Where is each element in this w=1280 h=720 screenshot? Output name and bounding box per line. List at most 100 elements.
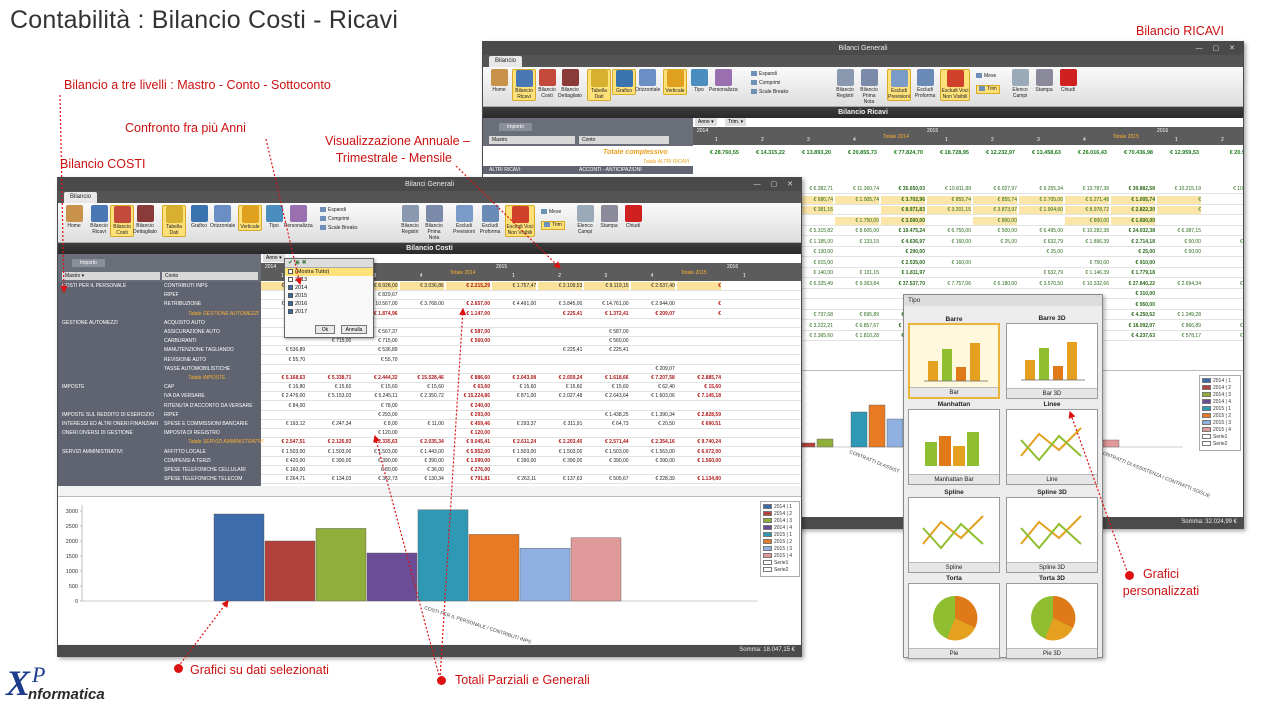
window-controls[interactable]: — ▢ ✕	[1195, 45, 1239, 52]
mese-button[interactable]: Mese	[976, 73, 996, 80]
home-button[interactable]: Home	[62, 205, 86, 229]
chart-type-spline[interactable]: Spline Spline	[908, 489, 1000, 573]
escludi-previsioni-button[interactable]: Escludi Previsioni	[887, 69, 911, 101]
checkbox-icon[interactable]	[288, 277, 293, 283]
ricavi-col-mastro[interactable]: Mastro	[489, 136, 575, 144]
costi-filter-importo[interactable]: Importo	[72, 259, 105, 267]
picker-cancel-button[interactable]: Annulla	[341, 325, 367, 334]
anno-header[interactable]: Anno ▾	[695, 118, 717, 126]
annotation-grafici-personalizzati-1: Grafici	[1142, 567, 1180, 581]
bilancio-prima-nota-button[interactable]: Bilancio Prima Nota	[857, 69, 881, 105]
escludi-previsioni-button[interactable]: Escludi Previsioni	[452, 205, 476, 235]
chiudi-button[interactable]: Chiudi	[1056, 69, 1080, 93]
chiudi-button[interactable]: Chiudi	[621, 205, 645, 229]
table-cell: € 2.822,30	[1111, 206, 1155, 214]
grafico-button[interactable]: Grafico	[612, 69, 636, 95]
grafico-button[interactable]: Grafico	[187, 205, 211, 229]
chart-type-bar3d[interactable]: Barre 3D Bar 3D	[1006, 315, 1098, 399]
orizzontale-button[interactable]: Orizzontale	[635, 69, 660, 93]
bilancio-costi-button[interactable]: Bilancio Costi	[535, 69, 559, 99]
ricavi-left-pane	[483, 166, 693, 174]
chart-type-bar[interactable]: Barre Bar	[908, 316, 1000, 399]
window-controls[interactable]: — ▢ ✕	[753, 181, 797, 188]
year-option[interactable]: 2014	[285, 284, 373, 292]
year-option[interactable]: 2015	[285, 292, 373, 300]
verticale-button[interactable]: Verticale	[663, 69, 687, 95]
year-label[interactable]: 2016	[1157, 128, 1169, 134]
personalizza-button[interactable]: Personalizza	[709, 69, 738, 93]
checkbox-icon[interactable]	[288, 293, 293, 299]
bilancio-costi-button[interactable]: Bilancio Costi	[110, 205, 134, 237]
bilancio-registri-button[interactable]: Bilancio Registri	[833, 69, 857, 99]
table-cell: € 2.354,16	[651, 439, 675, 446]
comprimi-button[interactable]: Comprimi	[751, 80, 780, 87]
comprimi-button[interactable]: Comprimi	[320, 216, 349, 223]
bilancio-registri-button[interactable]: Bilancio Registri	[398, 205, 422, 235]
year-label[interactable]: 2015	[496, 264, 508, 270]
ricavi-filter-importo[interactable]: Importo	[499, 123, 532, 131]
tipo-button[interactable]: Tipo	[262, 205, 286, 229]
ricavi-col-conto[interactable]: Conto	[579, 136, 669, 144]
trim-button[interactable]: Trim	[976, 85, 1000, 94]
escludi-proforma-button-label: Escludi Proforma	[479, 223, 501, 235]
scale-breaks-button[interactable]: Scale Breaks	[320, 225, 357, 232]
year-option[interactable]: 2016	[285, 300, 373, 308]
bilancio-ricavi-button[interactable]: Bilancio Ricavi	[87, 205, 111, 235]
table-cell: € 1.503,00	[281, 448, 306, 455]
year-option[interactable]: (Mostra Tutto)	[285, 268, 373, 276]
chart-type-pie3d[interactable]: Torta 3D Pie 3D	[1006, 575, 1098, 659]
conto-cell: TASSE AUTOMOBILISTICHE	[164, 365, 231, 372]
trim-button[interactable]: Trim	[541, 221, 565, 230]
stampa-button[interactable]: Stampa	[1032, 69, 1056, 93]
checkbox-icon[interactable]	[288, 301, 293, 307]
table-cell: € 13.787,38	[1082, 186, 1109, 192]
trim-header[interactable]: Trim. ▾	[725, 118, 747, 126]
home-button-label: Home	[67, 223, 81, 229]
bilancio-prima-nota-button[interactable]: Bilancio Prima Nota	[422, 205, 446, 241]
home-button[interactable]: Home	[487, 69, 511, 93]
checkbox-icon[interactable]	[288, 309, 293, 315]
tipo-button[interactable]: Tipo	[687, 69, 711, 93]
tabella-dati-button[interactable]: Tabella Dati	[162, 205, 186, 237]
chart-type-pie[interactable]: Torta Pie	[908, 575, 1000, 659]
tabella-dati-button[interactable]: Tabella Dati	[587, 69, 611, 101]
year-label[interactable]: 2016	[727, 264, 739, 270]
elenco-campi-button[interactable]: Elenco Campi	[573, 205, 597, 235]
year-picker[interactable]: ✔ ◉ ✖ (Mostra Tutto) 2013 2014 2015 2016 2017 O…	[284, 258, 374, 338]
ribbon-tab-bilancio[interactable]: Bilancio	[489, 56, 523, 67]
chart-type-line[interactable]: Linee Line	[1006, 401, 1098, 485]
costi-col-conto[interactable]: Conto	[162, 272, 258, 280]
stampa-button[interactable]: Stampa	[597, 205, 621, 229]
scale-breaks-button[interactable]: Scale Breaks	[751, 89, 788, 96]
year-label[interactable]: 2014	[697, 128, 709, 134]
elenco-campi-button[interactable]: Elenco Campi	[1008, 69, 1032, 99]
escludi-proforma-button[interactable]: Escludi Proforma	[478, 205, 502, 235]
escludi-proforma-button[interactable]: Escludi Proforma	[913, 69, 937, 99]
costi-col-mastro[interactable]: Mastro ▾	[62, 272, 160, 280]
year-label[interactable]: 2014	[265, 264, 277, 270]
checkbox-icon[interactable]	[288, 269, 293, 275]
escludi-voci-button[interactable]: Escludi Voci Non Visibili	[940, 69, 970, 101]
year-label[interactable]: 2015	[927, 128, 939, 134]
espandi-button[interactable]: Espandi	[320, 207, 346, 214]
bilancio-dettagliato-button[interactable]: Bilancio Dettagliato	[133, 205, 157, 235]
checkbox-icon[interactable]	[288, 285, 293, 291]
table-cell: € 225,41	[609, 347, 629, 354]
chart-type-spline3d[interactable]: Spline 3D Spline 3D	[1006, 489, 1098, 573]
year-option[interactable]: 2013	[285, 276, 373, 284]
personalizza-button[interactable]: Personalizza	[284, 205, 313, 229]
bilancio-ricavi-button[interactable]: Bilancio Ricavi	[512, 69, 536, 101]
espandi-button[interactable]: Espandi	[751, 71, 777, 78]
year-option[interactable]: 2017	[285, 308, 373, 316]
picker-ok-button[interactable]: Ok	[315, 325, 335, 334]
escludi-voci-button[interactable]: Escludi Voci Non Visibili	[505, 205, 535, 237]
orizzontale-button[interactable]: Orizzontale	[210, 205, 235, 229]
chart-type-manhattan[interactable]: Manhattan Manhattan Bar	[908, 401, 1000, 485]
ribbon-tab-bilancio[interactable]: Bilancio	[64, 192, 98, 203]
bilancio-dettagliato-button[interactable]: Bilancio Dettagliato	[558, 69, 582, 99]
mese-button[interactable]: Mese	[541, 209, 561, 216]
anno-header[interactable]: Anno ▾	[263, 254, 285, 262]
verticale-button[interactable]: Verticale	[238, 205, 262, 231]
table-row	[261, 474, 801, 475]
chart-type-label: Pie	[909, 648, 999, 658]
